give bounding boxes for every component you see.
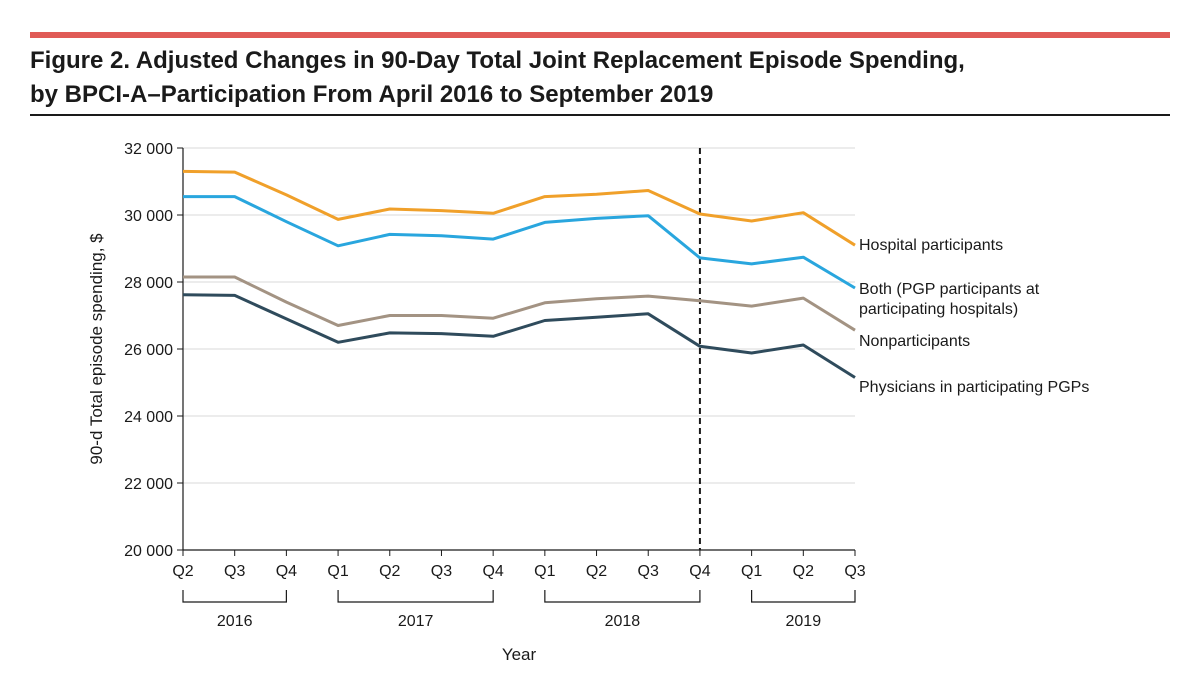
x-tick-label: Q4 <box>276 563 297 580</box>
x-tick-label: Q2 <box>172 563 193 580</box>
x-tick-label: Q1 <box>327 563 348 580</box>
y-tick-label: 30 000 <box>124 208 173 225</box>
year-bracket <box>182 590 287 603</box>
x-tick-label: Q3 <box>638 563 659 580</box>
y-tick-label: 28 000 <box>124 275 173 292</box>
x-tick-label: Q4 <box>689 563 710 580</box>
year-bracket <box>544 590 701 603</box>
year-bracket <box>337 590 494 603</box>
x-tick-label: Q2 <box>586 563 607 580</box>
year-label: 2018 <box>605 613 641 630</box>
series-line-nonparticipants <box>183 275 856 332</box>
y-tick-label: 22 000 <box>124 476 173 493</box>
series-line-physicians <box>182 293 856 379</box>
y-tick-label: 26 000 <box>124 342 173 359</box>
y-tick-label: 32 000 <box>124 141 173 158</box>
top-accent-rule <box>30 32 1170 38</box>
series-label-hospital: Hospital participants <box>859 237 1003 254</box>
x-axis-title: Year <box>502 645 537 664</box>
x-tick-label: Q3 <box>224 563 245 580</box>
series-label-physicians: Physicians in participating PGPs <box>859 379 1089 396</box>
y-axis-title: 90-d Total episode spending, $ <box>87 233 106 465</box>
title-divider <box>30 114 1170 116</box>
x-tick-label: Q2 <box>793 563 814 580</box>
series-line-both <box>183 195 856 290</box>
figure-title-line-2: by BPCI-A–Participation From April 2016 … <box>30 81 714 108</box>
year-label: 2019 <box>786 613 822 630</box>
year-bracket <box>751 590 856 603</box>
series-label-both: Both (PGP participants at <box>859 281 1040 298</box>
x-tick-label: Q1 <box>741 563 762 580</box>
series-label-nonparticipants: Nonparticipants <box>859 333 970 350</box>
y-tick-label: 24 000 <box>124 409 173 426</box>
figure-title: Figure 2. Adjusted Changes in 90-Day Tot… <box>30 44 1170 112</box>
y-tick-label: 20 000 <box>124 543 173 560</box>
year-label: 2016 <box>217 613 253 630</box>
x-tick-label: Q4 <box>482 563 503 580</box>
year-label: 2017 <box>398 613 434 630</box>
x-tick-label: Q3 <box>844 563 865 580</box>
x-tick-label: Q3 <box>431 563 452 580</box>
x-tick-label: Q1 <box>534 563 555 580</box>
figure-title-line-1: Figure 2. Adjusted Changes in 90-Day Tot… <box>30 47 965 74</box>
series-line-hospital <box>182 169 856 247</box>
series-label-both: participating hospitals) <box>859 301 1018 318</box>
x-tick-label: Q2 <box>379 563 400 580</box>
